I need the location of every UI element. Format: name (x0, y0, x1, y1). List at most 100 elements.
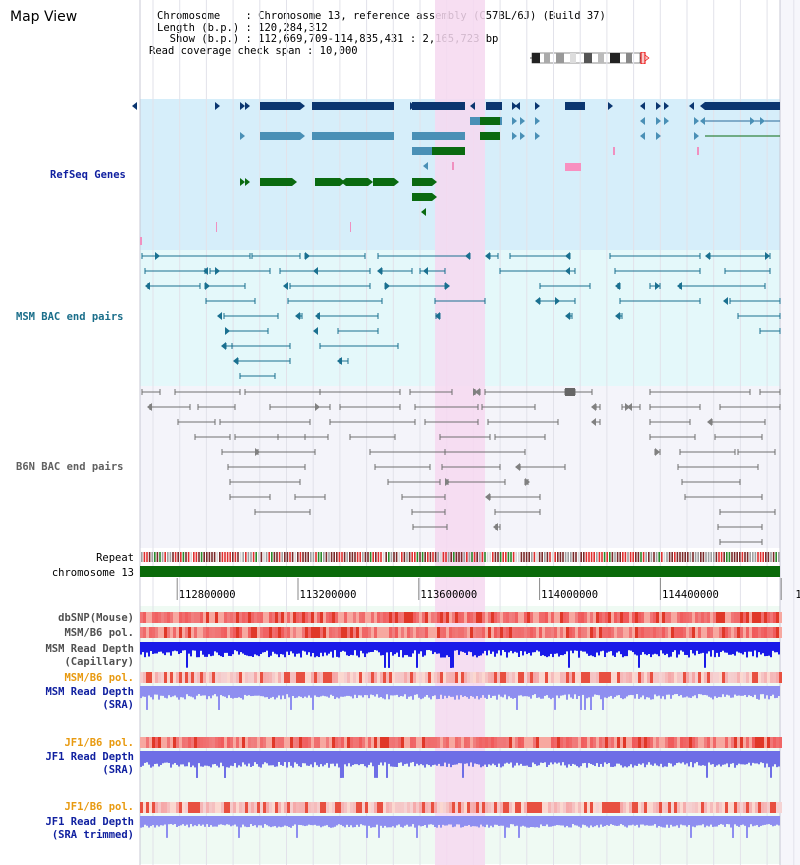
msm-depth-capillary-bar (326, 642, 328, 656)
dbsnp-heat (695, 612, 698, 623)
repeat-element (200, 552, 203, 562)
jf1-depth-trimmed-bar (464, 816, 466, 826)
dbsnp-heat (611, 612, 614, 623)
repeat-element (375, 552, 377, 562)
msm-depth-capillary-bar (198, 642, 200, 658)
jf1-depth-sra-bar (450, 751, 452, 768)
jf1-b6-pol-trimmed-heat (269, 802, 272, 813)
jf1-b6-pol-heat (242, 737, 245, 748)
jf1-b6-pol-trimmed-heat (761, 802, 764, 813)
jf1-depth-trimmed-bar (718, 816, 720, 825)
msm-b6-pol-heat (755, 627, 758, 638)
msm-depth-capillary-bar (192, 642, 194, 651)
chromosome-label[interactable]: chromosome 13 (51, 567, 134, 579)
dbsnp-heat (386, 612, 389, 623)
jf1-depth-sra-bar (638, 751, 640, 764)
jf1-depth-sra-bar (460, 751, 462, 764)
msm-depth-sra-bar (440, 686, 442, 695)
jf1-b6-pol-heat (659, 737, 662, 748)
jf1-depth-trimmed-bar (586, 816, 588, 827)
msm-b6-pol-label[interactable]: MSM/B6 pol. (64, 627, 134, 639)
jf1-b6-pol-trimmed-label[interactable]: JF1/B6 pol. (64, 801, 134, 813)
msm-b6-pol-heat (482, 627, 485, 638)
jf1-read-depth-trimmed-label[interactable]: JF1 Read Depth (SRA trimmed) (45, 816, 134, 842)
msm-b6-pol-sra-heat (404, 672, 407, 683)
jf1-depth-sra-bar (632, 751, 634, 768)
msm-depth-capillary-bar (364, 642, 366, 658)
jf1-depth-trimmed-bar (360, 816, 362, 825)
msm-depth-sra-bar (728, 686, 730, 696)
msm-b6-pol-sra-heat (590, 672, 593, 683)
msm-depth-sra-bar (472, 686, 474, 697)
repeat-element (187, 552, 190, 562)
msm-depth-capillary-bar (700, 642, 702, 654)
jf1-depth-trimmed-bar (534, 816, 536, 828)
jf1-depth-sra-bar (150, 751, 152, 768)
jf1-depth-trimmed-bar (354, 816, 356, 828)
jf1-b6-pol-label[interactable]: JF1/B6 pol. (64, 737, 134, 749)
msm-depth-capillary-bar (754, 642, 756, 651)
msm-b6-pol-heat (470, 627, 473, 638)
jf1-depth-sra-bar (658, 751, 660, 767)
msm-depth-capillary-bar (568, 642, 570, 668)
jf1-depth-trimmed-bar (446, 816, 448, 826)
jf1-b6-pol-trimmed-heat (380, 802, 383, 813)
jf1-read-depth-sra-label[interactable]: JF1 Read Depth (SRA) (45, 751, 134, 777)
msm-b6-pol-sra-heat (572, 672, 575, 683)
msm-b6-pol-sra-heat (263, 672, 266, 683)
jf1-depth-trimmed-bar (428, 816, 430, 825)
axis-tick-label: 114000000 (541, 589, 598, 601)
jf1-depth-sra-bar (340, 751, 342, 778)
msm-b6-pol-heat (623, 627, 626, 638)
msm-b6-pol-heat (383, 627, 386, 638)
msm-b6-pol-heat (473, 627, 476, 638)
dbsnp-label[interactable]: dbSNP(Mouse) (58, 612, 134, 624)
jf1-b6-pol-trimmed-heat (539, 802, 542, 813)
refseq-genes-label[interactable]: RefSeq Genes (50, 169, 126, 181)
repeat-label[interactable]: Repeat (96, 552, 134, 564)
dbsnp-heat (206, 612, 209, 623)
gene-arrow (656, 117, 661, 125)
msm-b6-pol-heat (599, 627, 602, 638)
chromosome-ideogram[interactable] (530, 52, 650, 64)
msm-depth-capillary-bar (442, 642, 444, 658)
jf1-b6-pol-trimmed-heat (167, 802, 170, 813)
msm-b6-pol-sra-heat (218, 672, 221, 683)
jf1-b6-pol-trimmed-heat (353, 802, 356, 813)
dbsnp-heat (248, 612, 251, 623)
dbsnp-heat (266, 612, 269, 623)
jf1-b6-pol-trimmed-heat (338, 802, 341, 813)
jf1-b6-pol-heat (404, 737, 407, 748)
jf1-depth-trimmed-bar (752, 816, 754, 827)
msm-read-depth-capillary-label[interactable]: MSM Read Depth (Capillary) (45, 643, 134, 669)
msm-depth-sra-bar (642, 686, 644, 696)
jf1-b6-pol-trimmed-heat (746, 802, 749, 813)
jf1-depth-trimmed-bar (156, 816, 158, 826)
jf1-b6-pol-trimmed-heat (707, 802, 710, 813)
jf1-depth-trimmed-bar (438, 816, 440, 825)
dbsnp-heat (401, 612, 404, 623)
msm-b6-pol-sra-heat (671, 672, 674, 683)
jf1-b6-pol-trimmed-heat (203, 802, 206, 813)
repeat-element (557, 552, 559, 562)
gene-arrow (394, 178, 399, 186)
msm-bac-end-pairs-label[interactable]: MSM BAC end pairs (16, 311, 124, 323)
msm-read-depth-sra-label[interactable]: MSM Read Depth (SRA) (45, 686, 134, 712)
jf1-depth-trimmed-bar (390, 816, 392, 828)
msm-depth-sra-bar (384, 686, 386, 700)
jf1-b6-pol-trimmed-heat (563, 802, 566, 813)
msm-depth-capillary-bar (240, 642, 242, 653)
gene-arrow (640, 102, 645, 110)
msm-depth-sra-bar (256, 686, 258, 696)
msm-b6-pol-sra-label[interactable]: MSM/B6 pol. (64, 672, 134, 684)
msm-depth-sra-bar (474, 686, 476, 699)
jf1-depth-sra-bar (572, 751, 574, 764)
jf1-b6-pol-trimmed-heat (632, 802, 635, 813)
msm-depth-sra-bar (500, 686, 502, 697)
msm-depth-capillary-bar (258, 642, 260, 657)
dbsnp-heat (641, 612, 644, 623)
jf1-b6-pol-heat (410, 737, 413, 748)
jf1-depth-trimmed-bar (254, 816, 256, 826)
b6n-bac-end-pairs-label[interactable]: B6N BAC end pairs (16, 461, 124, 473)
